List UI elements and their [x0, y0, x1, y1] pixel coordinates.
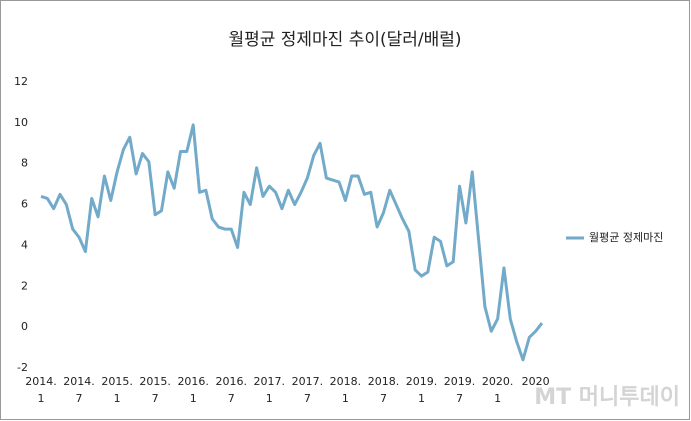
chart-title: 월평균 정제마진 추이(달러/배럴): [228, 30, 461, 50]
legend-label: 월평균 정제마진: [589, 231, 663, 244]
x-tick-label: 2020. 1: [482, 375, 514, 405]
y-tick-label: 12: [14, 75, 28, 88]
data-line: [40, 123, 544, 362]
x-tick-label: 2017. 7: [292, 375, 324, 405]
watermark: MT 머니투데이: [534, 385, 680, 410]
x-tick-label: 2016. 1: [177, 375, 209, 405]
x-tick-label: 2014. 1: [25, 375, 57, 405]
x-tick-label: 2016. 7: [216, 375, 248, 405]
y-tick-label: 4: [21, 238, 28, 251]
x-tick-label: 2019. 1: [406, 375, 438, 405]
x-tick-label: 2015. 7: [139, 375, 171, 405]
y-tick-label: 2: [21, 279, 28, 292]
x-tick-label: 2019. 7: [444, 375, 476, 405]
x-tick-label: 2017. 1: [254, 375, 286, 405]
y-tick-label: 6: [21, 198, 28, 211]
y-tick-label: 0: [21, 320, 28, 333]
x-tick-label: 2020: [522, 375, 550, 388]
y-tick-label: -2: [17, 361, 28, 374]
x-tick-label: 2015. 1: [101, 375, 133, 405]
y-tick-label: 10: [14, 116, 28, 129]
y-tick-label: 8: [21, 157, 28, 170]
x-tick-label: 2014. 7: [63, 375, 95, 405]
x-tick-label: 2018. 1: [330, 375, 362, 405]
x-tick-label: 2018. 7: [368, 375, 400, 405]
